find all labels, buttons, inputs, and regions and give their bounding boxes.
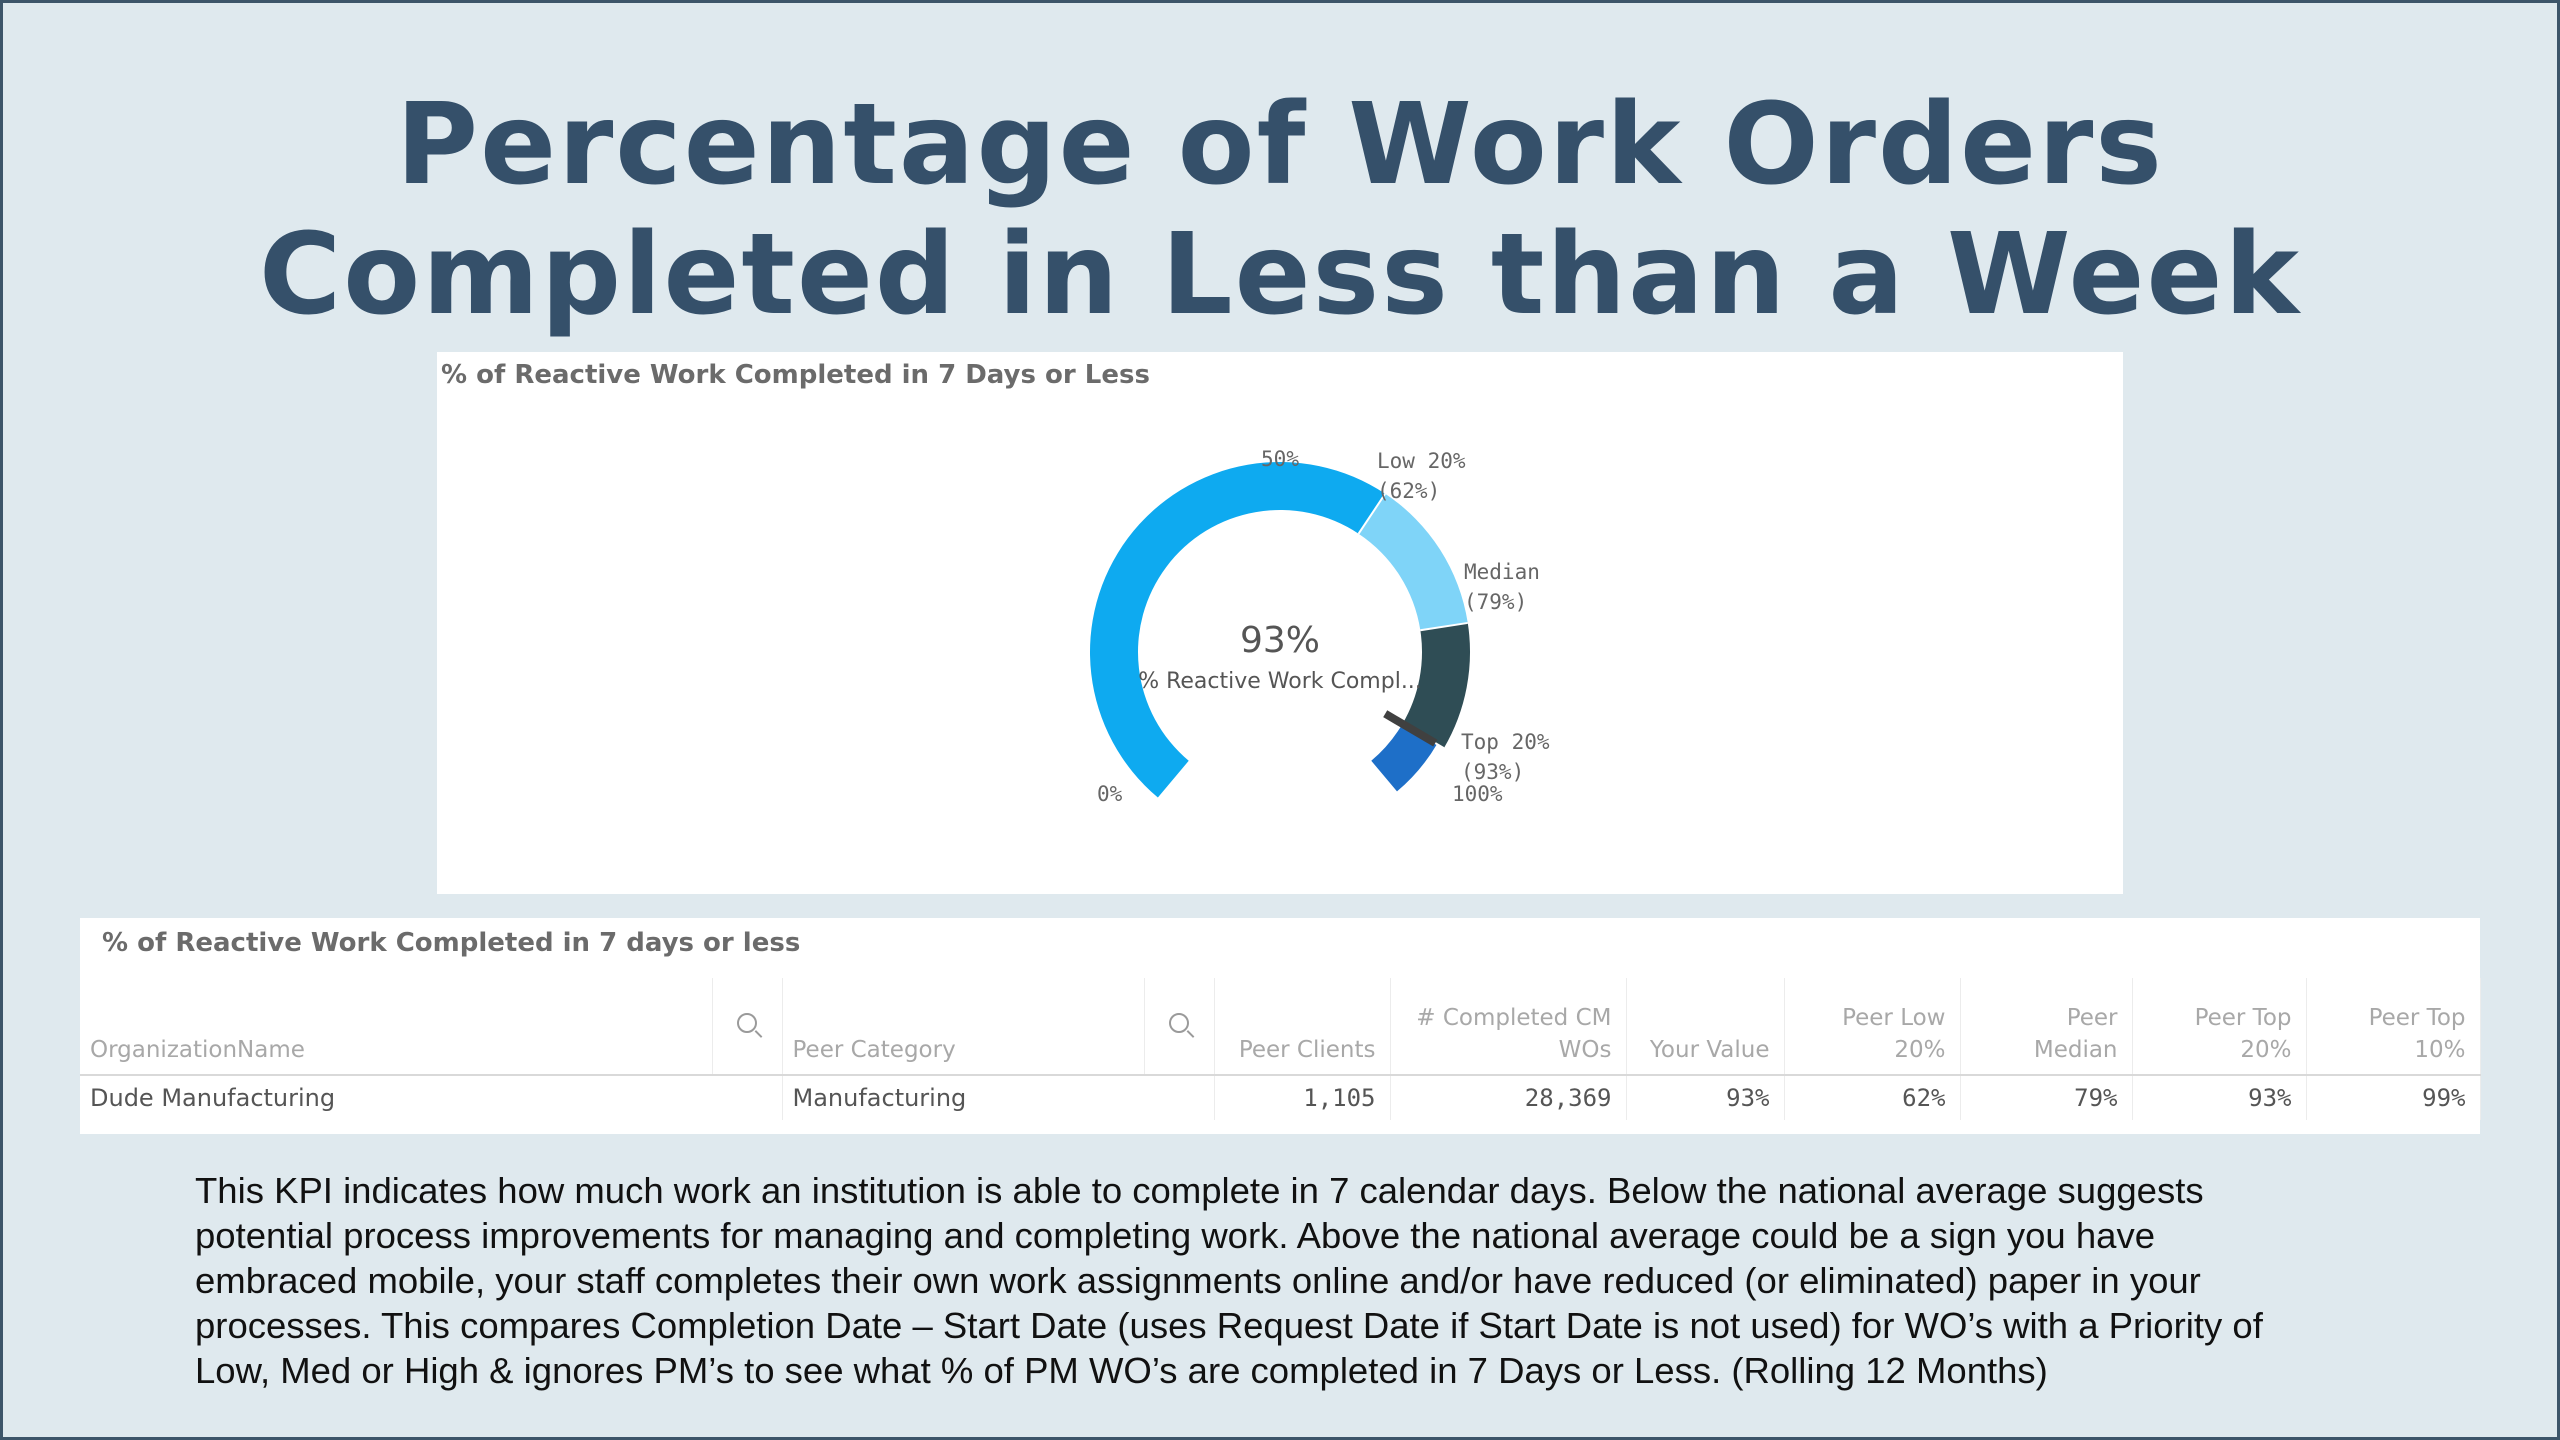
header-completed-cm-wos[interactable]: # Completed CM WOs (1390, 978, 1627, 1076)
gauge-marker-median: Median (79%) (1464, 560, 1553, 614)
description-line-3: embraced mobile, your staff completes th… (195, 1260, 2201, 1301)
header-peer-median[interactable]: Peer Median (1960, 978, 2133, 1076)
gauge-band-1 (1090, 462, 1386, 798)
header-peer-top-10[interactable]: Peer Top 10% (2306, 978, 2481, 1076)
search-icon (737, 1013, 757, 1033)
description-line-5: Low, Med or High & ignores PM’s to see w… (195, 1350, 2048, 1391)
header-label: Peer Category (792, 1037, 956, 1063)
header-label-line-1: # Completed CM (1416, 1005, 1612, 1031)
header-peer-low-20[interactable]: Peer Low 20% (1784, 978, 1961, 1076)
header-label-line-2: 20% (1894, 1037, 1946, 1063)
header-peer-clients[interactable]: Peer Clients (1214, 978, 1391, 1076)
cell-peer-low-20: 62% (1784, 1075, 1961, 1120)
gauge-band-4 (1371, 723, 1437, 792)
header-label: OrganizationName (90, 1037, 305, 1063)
header-label-line-2: 10% (2414, 1037, 2466, 1063)
search-icon (1169, 1013, 1189, 1033)
header-label-line-1: Peer (2066, 1005, 2118, 1031)
header-your-value[interactable]: Your Value (1626, 978, 1785, 1076)
cell-peer-top-20: 93% (2132, 1075, 2307, 1120)
gauge-marker-low20: Low 20% (62%) (1377, 449, 1478, 503)
gauge-marker-low20-name: Low 20% (1377, 449, 1466, 473)
header-peer-category[interactable]: Peer Category (782, 978, 1145, 1076)
gauge-measure-label: % Reactive Work Compl... (1138, 669, 1422, 694)
gauge-band-separator (1420, 621, 1468, 632)
header-label-line-1: Peer Top (2194, 1005, 2292, 1031)
gauge-panel[interactable]: % of Reactive Work Completed in 7 Days o… (437, 352, 2123, 894)
gauge-marker-top20-name: Top 20% (1461, 730, 1550, 754)
gauge-value: 93% (1240, 620, 1320, 661)
cell-peer-category[interactable]: Manufacturing (782, 1075, 1215, 1120)
table-panel-title: % of Reactive Work Completed in 7 days o… (102, 928, 801, 958)
gauge-chart: 93% % Reactive Work Compl... 0% 50% 100%… (1090, 447, 1562, 806)
cell-peer-clients: 1,105 (1214, 1075, 1391, 1120)
header-organization-name[interactable]: OrganizationName (80, 978, 713, 1076)
table-row[interactable]: Dude Manufacturing Manufacturing 1,105 2… (80, 1075, 2481, 1120)
cell-peer-median: 79% (1960, 1075, 2133, 1120)
header-label: Your Value (1649, 1037, 1770, 1063)
header-label-line-2: WOs (1558, 1037, 1612, 1063)
cell-organization-name[interactable]: Dude Manufacturing (80, 1075, 783, 1120)
gauge-tick-0: 0% (1097, 782, 1123, 806)
table-header-row: OrganizationName Peer Category Peer Clie… (80, 978, 2481, 1076)
table-panel[interactable]: % of Reactive Work Completed in 7 days o… (80, 918, 2481, 1134)
org-search-button[interactable] (712, 978, 783, 1076)
gauge-marker-median-name: Median (1464, 560, 1540, 584)
header-label-line-1: Peer Top (2368, 1005, 2466, 1031)
gauge-marker-top20: Top 20% (93%) (1461, 730, 1562, 784)
gauge-band-2 (1358, 493, 1468, 631)
gauge-band-separator (1357, 493, 1386, 535)
cell-your-value: 93% (1626, 1075, 1785, 1120)
slide-title: Percentage of Work Orders Completed in L… (0, 80, 2560, 340)
title-line-1: Percentage of Work Orders (396, 80, 2164, 210)
gauge-marker-low20-value: (62%) (1377, 479, 1440, 503)
kpi-description: This KPI indicates how much work an inst… (195, 1168, 2445, 1393)
gauge-marker-top20-value: (93%) (1461, 760, 1524, 784)
gauge-tick-50: 50% (1261, 447, 1299, 471)
description-line-2: potential process improvements for manag… (195, 1215, 2156, 1256)
gauge-band-3 (1402, 622, 1470, 749)
description-line-1: This KPI indicates how much work an inst… (195, 1170, 2204, 1211)
cell-peer-top-10: 99% (2306, 1075, 2481, 1120)
title-line-2: Completed in Less than a Week (259, 210, 2301, 340)
kpi-table: OrganizationName Peer Category Peer Clie… (80, 978, 2481, 1120)
gauge-tick-100: 100% (1452, 782, 1503, 806)
gauge-value-needle (1383, 710, 1438, 747)
header-label-line-1: Peer Low (1842, 1005, 1946, 1031)
gauge-marker-median-value: (79%) (1464, 590, 1527, 614)
header-label: Peer Clients (1238, 1037, 1376, 1063)
header-label-line-2: 20% (2240, 1037, 2292, 1063)
header-label-line-2: Median (2033, 1037, 2118, 1063)
description-line-4: processes. This compares Completion Date… (195, 1305, 2263, 1346)
peer-category-search-button[interactable] (1144, 978, 1215, 1076)
gauge-panel-title: % of Reactive Work Completed in 7 Days o… (441, 360, 1150, 390)
header-peer-top-20[interactable]: Peer Top 20% (2132, 978, 2307, 1076)
cell-completed-cm-wos: 28,369 (1390, 1075, 1627, 1120)
